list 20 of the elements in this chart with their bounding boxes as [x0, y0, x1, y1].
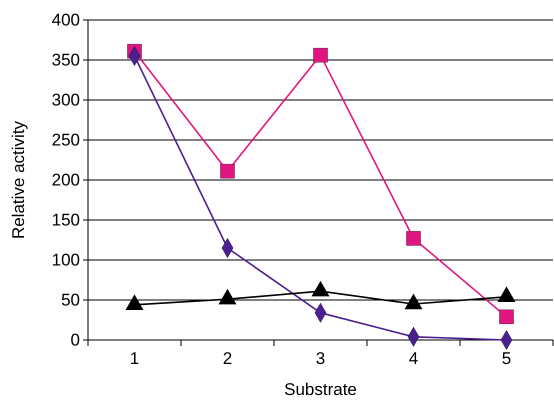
y-tick-label: 350: [52, 50, 80, 70]
y-tick-label: 250: [52, 130, 80, 150]
x-tick-label: 5: [502, 349, 512, 368]
x-tick-label: 2: [222, 349, 232, 368]
y-tick-label: 0: [70, 330, 80, 350]
y-tick-label: 200: [52, 170, 80, 190]
x-tick-label: 3: [316, 349, 326, 368]
y-axis-title: Relative activity: [9, 120, 28, 240]
y-tick-label: 100: [52, 250, 80, 270]
point: [406, 231, 421, 246]
x-tick-label: 4: [408, 349, 418, 368]
y-tick-label: 400: [52, 10, 80, 30]
point: [313, 48, 328, 62]
y-tick-label: 300: [52, 90, 80, 110]
x-tick-label: 1: [130, 349, 140, 368]
y-tick-label: 150: [52, 210, 80, 230]
y-tick-label: 50: [61, 290, 80, 310]
point: [499, 310, 514, 324]
x-axis-title: Substrate: [284, 380, 357, 399]
point: [220, 164, 235, 178]
